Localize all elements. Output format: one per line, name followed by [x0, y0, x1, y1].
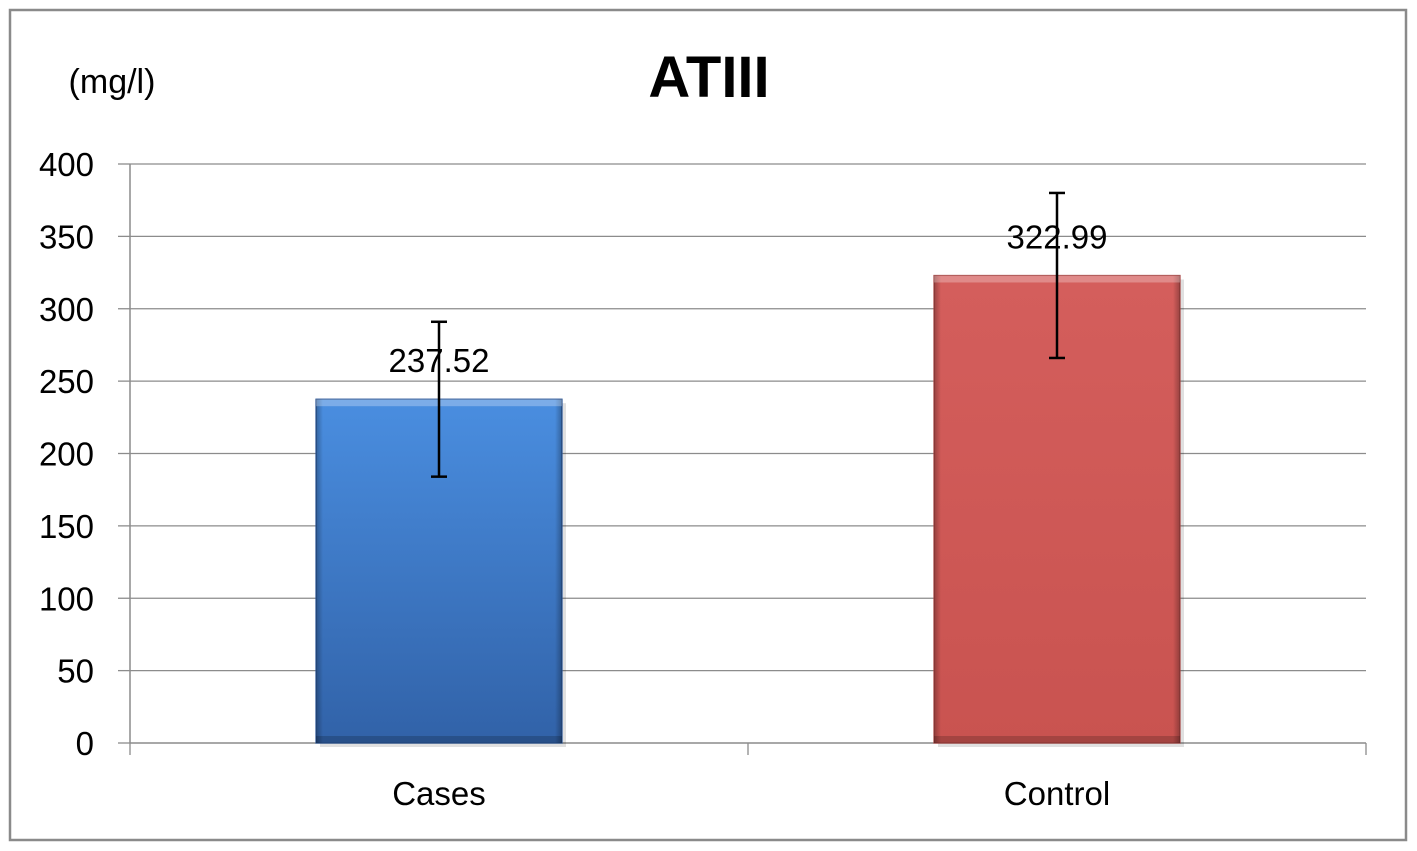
error-bar-cases	[431, 320, 447, 478]
x-axis-tick-labels: Cases Control	[392, 775, 1110, 812]
y-tick-label-400: 400	[39, 146, 94, 183]
bar-bevel-left-control	[934, 275, 941, 743]
y-tick-label-100: 100	[39, 580, 94, 617]
y-tick-label-0: 0	[76, 725, 94, 762]
y-axis-unit-label: (mg/l)	[69, 63, 156, 101]
x-tick-label-control: Control	[1004, 775, 1110, 812]
y-tick-label-350: 350	[39, 218, 94, 255]
y-axis-tick-labels: 0 50 100 150 200 250 300 350 400	[39, 146, 94, 762]
y-tick-label-250: 250	[39, 363, 94, 400]
y-tick-label-150: 150	[39, 508, 94, 545]
error-bars	[431, 191, 1065, 478]
error-bar-control	[1049, 191, 1065, 360]
bar-bevel-right-cases	[555, 399, 562, 743]
bar-cases	[315, 398, 566, 747]
chart-title: ATIII	[648, 45, 769, 110]
y-tick-label-50: 50	[57, 653, 94, 690]
x-tick-label-cases: Cases	[392, 775, 486, 812]
bar-bevel-left-cases	[316, 399, 323, 743]
y-tick-label-300: 300	[39, 291, 94, 328]
y-tick-label-200: 200	[39, 436, 94, 473]
bar-control	[933, 274, 1184, 747]
bar-bevel-right-control	[1173, 275, 1180, 743]
bar-bevel-bottom-cases	[316, 736, 562, 743]
chart-frame	[8, 8, 1408, 842]
bar-bevel-bottom-control	[934, 736, 1180, 743]
